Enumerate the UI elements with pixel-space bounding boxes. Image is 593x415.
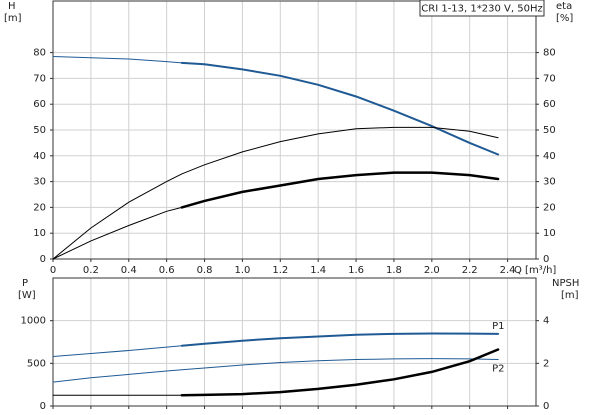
curve [180,348,500,397]
y2-tick-label: 40 [543,151,556,162]
x-tick-label: 0.8 [197,265,213,276]
y2-tick-label: 10 [543,228,556,239]
y-tick-label: 40 [33,151,46,162]
x-tick-label: 0 [50,265,56,276]
curve-label: P2 [492,363,504,374]
x-tick-label: 1.6 [348,265,364,276]
y2-tick-label: 30 [543,177,556,188]
curve [52,126,499,260]
x-tick-label: 1.0 [234,265,250,276]
y-tick-label: 70 [33,73,46,84]
y-axis-unit: [W] [18,290,36,301]
y-axis-label: P [22,278,28,289]
x-tick-label: 1.4 [310,265,326,276]
plot-frame [52,277,537,407]
x-tick-label: 0.2 [83,265,99,276]
y2-tick-label: 80 [543,48,556,59]
y2-tick-label: 20 [543,202,556,213]
y2-tick-label: 2 [543,358,549,369]
y-tick-label: 50 [33,125,46,136]
y-tick-label: 80 [33,48,46,59]
y2-tick-label: 0 [543,254,549,265]
y-axis-label: H [8,1,16,12]
y-tick-label: 60 [33,99,46,110]
x-tick-label: 0.4 [121,265,137,276]
y2-tick-label: 60 [543,99,556,110]
y2-tick-label: 70 [543,73,556,84]
curve [52,345,183,357]
y2-axis-label: NPSH [552,278,579,289]
x-tick-label: 1.2 [272,265,288,276]
curve [180,61,500,156]
y-tick-label: 10 [33,228,46,239]
y2-tick-label: 0 [543,401,549,412]
x-tick-label: 2.4 [500,265,516,276]
x-tick-label: 2.2 [462,265,478,276]
y2-axis-unit: [%] [556,13,573,24]
y-tick-label: 20 [33,202,46,213]
y-tick-label: 0 [40,401,46,412]
x-axis-label: Q [m³/h] [514,265,556,276]
y2-axis-unit: [m] [561,290,579,301]
curve [180,332,500,347]
y2-axis-label: eta [556,1,572,12]
curve [52,358,499,383]
x-tick-label: 0.6 [159,265,175,276]
curve [180,171,500,209]
y2-tick-label: 50 [543,125,556,136]
y-tick-label: 1000 [21,316,46,327]
y-tick-label: 0 [40,254,46,265]
curve [52,206,183,260]
title-box [419,0,545,17]
y2-tick-label: 4 [543,316,549,327]
chart-title: CRI 1-13, 1*230 V, 50Hz [421,4,542,15]
y-tick-label: 30 [33,177,46,188]
y-tick-label: 500 [27,358,46,369]
curve-label: P1 [492,321,504,332]
x-tick-label: 1.8 [386,265,402,276]
y-axis-unit: [m] [4,13,22,24]
x-tick-label: 2.0 [424,265,440,276]
curve [52,56,183,64]
plot-frame [52,0,537,260]
